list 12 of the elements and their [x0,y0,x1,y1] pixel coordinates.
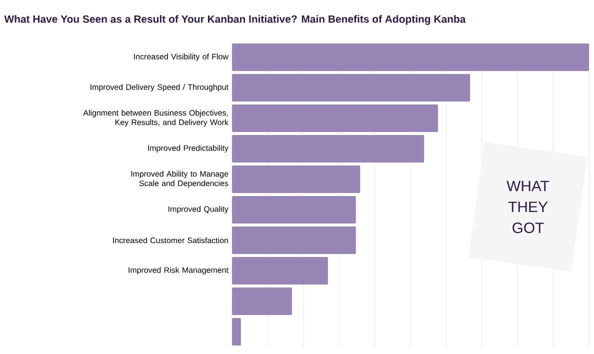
bar [232,288,292,316]
bar [232,226,356,254]
bar [232,257,328,285]
bar [232,74,470,102]
bar [232,196,356,224]
annotation: WHAT THEY GOT [506,180,550,234]
chart-title: What Have You Seen as a Result of Your Kanban Initiative? Main Benefits of Adopting Kanba [4,15,466,25]
bar [232,166,360,194]
bar [232,135,424,163]
bar [232,318,241,346]
bar [232,44,589,72]
bar [232,104,438,132]
